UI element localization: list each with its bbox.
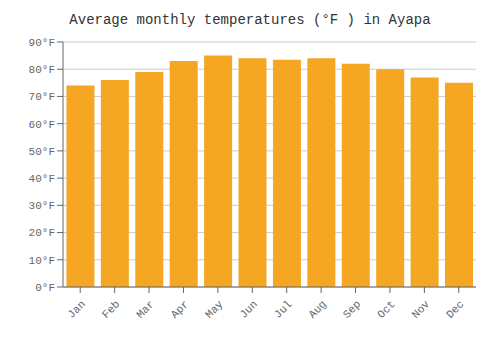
html-text:Average monthly temperatures (: Average monthly temperatures (°F ) in Ay… [69,12,431,28]
svg-text:90°F: 90°F [29,37,55,49]
svg-text:Jun: Jun [238,298,260,320]
svg-text:May: May [203,298,226,321]
svg-text:50°F: 50°F [29,146,55,158]
svg-text:10°F: 10°F [29,255,55,267]
svg-text:80°F: 80°F [29,64,55,76]
svg-text:Jul: Jul [272,298,294,320]
svg-text:60°F: 60°F [29,119,55,131]
svg-text:Jan: Jan [65,298,87,320]
svg-text:20°F: 20°F [29,227,55,239]
svg-text:40°F: 40°F [29,173,55,185]
svg-text:Oct: Oct [375,298,397,320]
svg-text:30°F: 30°F [29,200,55,212]
svg-text:Apr: Apr [169,298,191,320]
svg-text:Dec: Dec [444,298,466,320]
svg-text:Nov: Nov [410,298,433,321]
svg-text:Sep: Sep [341,298,363,320]
svg-text:Feb: Feb [100,298,122,320]
svg-text:Mar: Mar [134,298,156,320]
svg-text:0°F: 0°F [35,282,55,294]
svg-text:70°F: 70°F [29,91,55,103]
svg-text:Aug: Aug [306,298,328,320]
